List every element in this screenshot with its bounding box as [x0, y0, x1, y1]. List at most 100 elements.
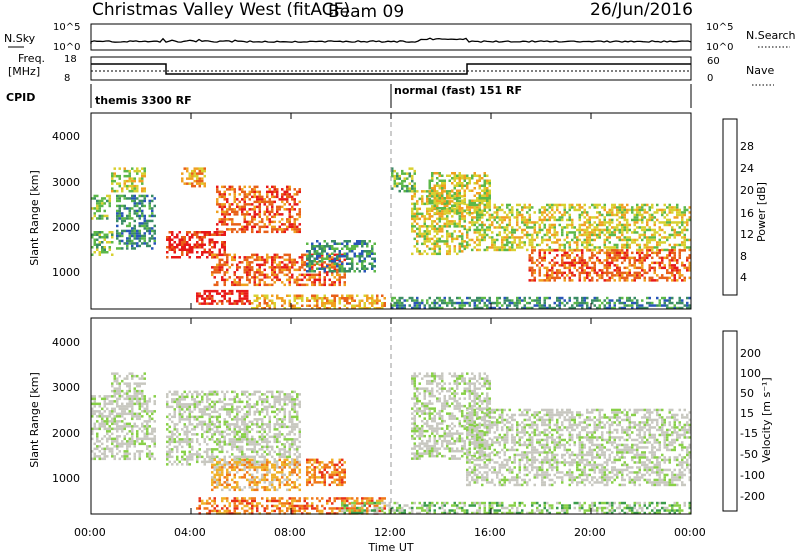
data-cell — [153, 204, 156, 208]
data-cell — [226, 271, 229, 274]
data-cell — [616, 243, 619, 247]
data-cell — [596, 306, 599, 310]
data-cell — [668, 251, 671, 255]
data-cell — [513, 236, 516, 239]
data-cell — [433, 299, 436, 302]
data-cell — [131, 167, 134, 170]
data-cell — [616, 236, 619, 239]
data-cell — [98, 440, 101, 443]
data-cell — [591, 261, 594, 265]
data-cell — [126, 174, 129, 178]
data-cell — [631, 231, 634, 234]
data-cell — [131, 194, 134, 198]
data-cell — [521, 299, 524, 302]
data-cell — [328, 302, 331, 305]
data-cell — [138, 427, 141, 431]
data-cell — [416, 242, 419, 246]
data-cell — [603, 208, 606, 212]
data-cell — [446, 217, 449, 221]
data-cell — [106, 430, 109, 433]
data-cell — [123, 169, 126, 173]
data-cell — [651, 301, 654, 305]
data-cell — [496, 233, 499, 237]
data-cell — [501, 241, 504, 244]
data-cell — [608, 233, 611, 237]
data-cell — [438, 212, 441, 215]
data-cell — [621, 228, 624, 232]
data-cell — [328, 307, 331, 310]
data-cell — [568, 261, 571, 265]
data-cell — [513, 304, 516, 307]
data-cell — [616, 206, 619, 209]
data-cell — [133, 204, 136, 208]
data-cell — [673, 254, 676, 257]
data-cell — [206, 294, 209, 298]
data-cell — [458, 225, 461, 228]
data-cell — [423, 232, 426, 236]
data-cell — [141, 177, 144, 180]
data-cell — [106, 233, 109, 236]
data-cell — [541, 306, 544, 310]
data-cell — [601, 269, 604, 272]
data-cell — [293, 228, 296, 231]
data-cell — [673, 216, 676, 219]
data-cell — [318, 281, 321, 284]
data-cell — [458, 247, 461, 251]
data-cell — [118, 239, 121, 243]
data-cell — [126, 422, 129, 426]
data-cell — [643, 216, 646, 219]
data-cell — [183, 390, 186, 394]
data-cell — [441, 179, 444, 182]
data-cell — [428, 207, 431, 211]
data-cell — [118, 374, 121, 378]
data-cell — [376, 307, 379, 310]
data-cell — [366, 252, 369, 255]
data-cell — [203, 236, 206, 239]
data-cell — [341, 253, 344, 257]
data-cell — [546, 238, 549, 242]
data-cell — [131, 425, 134, 428]
data-cell — [143, 427, 146, 431]
data-cell — [528, 238, 531, 242]
data-cell — [173, 248, 176, 251]
data-cell — [368, 302, 371, 305]
data-cell — [648, 236, 651, 239]
data-cell — [321, 266, 324, 269]
data-cell — [401, 169, 404, 173]
data-cell — [341, 242, 344, 245]
data-cell — [568, 296, 571, 300]
data-cell — [486, 206, 489, 209]
data-cell — [361, 267, 364, 270]
data-cell — [553, 301, 556, 305]
data-cell — [176, 246, 179, 249]
data-cell — [258, 297, 261, 300]
data-cell — [273, 213, 276, 216]
data-cell — [351, 294, 354, 297]
data-cell — [491, 223, 494, 227]
data-cell — [136, 189, 139, 193]
data-cell — [598, 246, 601, 249]
data-cell — [138, 384, 141, 388]
data-cell — [288, 188, 291, 191]
data-cell — [676, 211, 679, 214]
data-cell — [463, 194, 466, 197]
data-cell — [206, 256, 209, 259]
data-cell — [196, 390, 199, 394]
data-cell — [511, 299, 514, 302]
data-cell — [448, 247, 451, 251]
data-cell — [123, 204, 126, 208]
data-cell — [553, 249, 556, 252]
data-cell — [288, 261, 291, 264]
data-cell — [213, 246, 216, 249]
data-cell — [396, 177, 399, 180]
data-cell — [186, 438, 189, 441]
data-cell — [123, 174, 126, 178]
data-cell — [586, 271, 589, 275]
data-cell — [653, 269, 656, 272]
data-cell — [541, 259, 544, 262]
data-cell — [191, 236, 194, 239]
data-cell — [238, 281, 241, 284]
data-cell — [433, 220, 436, 223]
data-cell — [258, 203, 261, 206]
